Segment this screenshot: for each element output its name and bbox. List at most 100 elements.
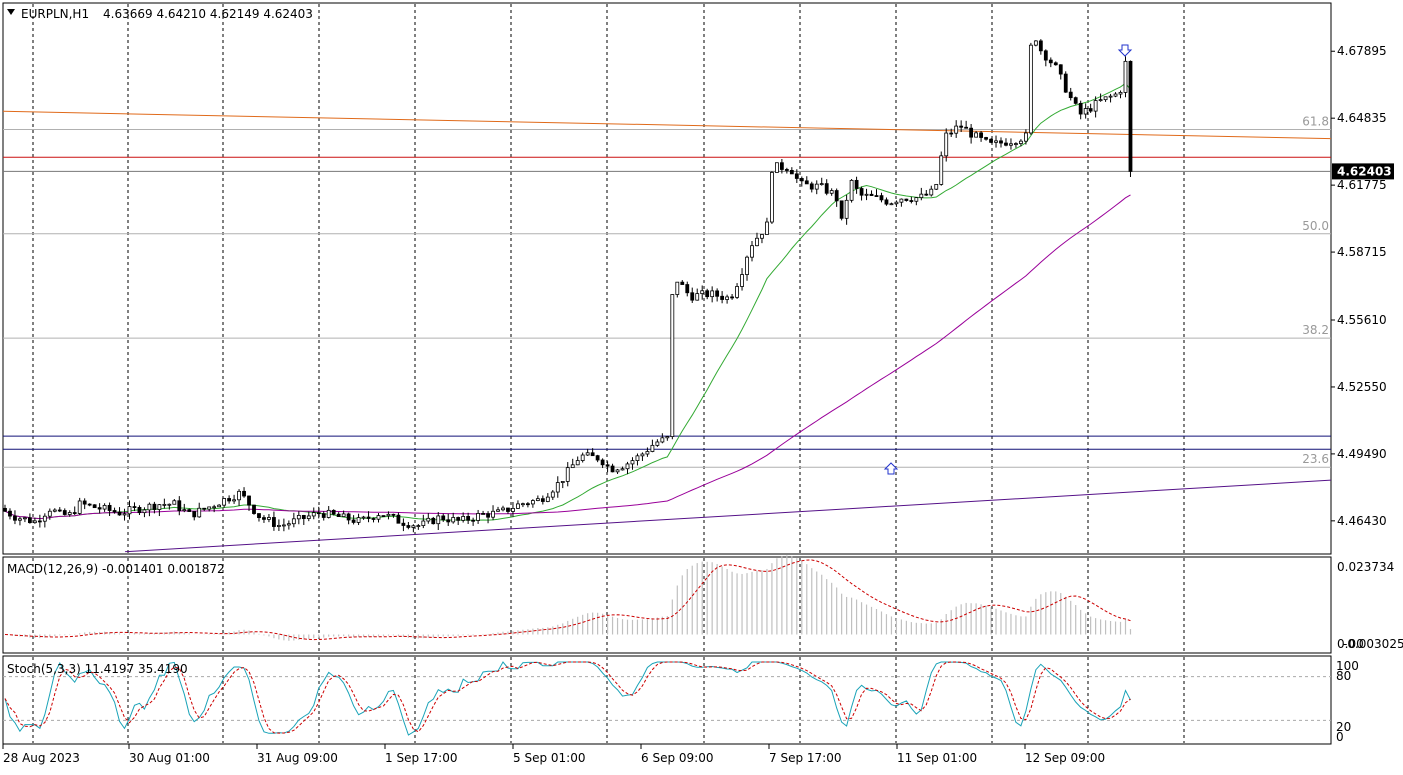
candle-body bbox=[824, 183, 829, 194]
candle-body bbox=[620, 468, 625, 471]
candle-body bbox=[939, 155, 944, 185]
candle-body bbox=[207, 506, 212, 510]
candle-body bbox=[740, 274, 744, 287]
candle-body bbox=[575, 460, 580, 466]
candle-body bbox=[725, 296, 729, 300]
price-axis: 4.67895 4.64835 4.61775 4.58715 4.55610 4.525… bbox=[1331, 44, 1403, 744]
candle-body bbox=[496, 509, 500, 512]
candle-body bbox=[605, 464, 610, 467]
candle-body bbox=[132, 506, 137, 508]
candle-body bbox=[406, 525, 411, 528]
candle-body bbox=[192, 511, 197, 518]
candle-body bbox=[476, 513, 481, 521]
candle-body bbox=[610, 465, 615, 473]
candle-body bbox=[456, 517, 461, 521]
candle-body bbox=[844, 199, 849, 219]
candle-body bbox=[52, 509, 57, 512]
candle-body bbox=[685, 284, 690, 294]
candle-body bbox=[770, 172, 774, 223]
candle-body bbox=[316, 512, 321, 515]
candle-body bbox=[167, 503, 172, 506]
macd-axis-bottom: -0.003025 bbox=[1343, 637, 1403, 651]
candle-body bbox=[944, 132, 949, 157]
price-tick-label: 4.52550 bbox=[1337, 380, 1387, 394]
ohlc-label: 4.63669 4.64210 4.62149 4.62403 bbox=[103, 7, 313, 21]
stoch-axis-label: 80 bbox=[1336, 669, 1351, 683]
candle-body bbox=[884, 199, 889, 205]
candle-body bbox=[311, 512, 316, 517]
candle-body bbox=[511, 508, 515, 512]
candle-body bbox=[750, 245, 754, 258]
support-trendline bbox=[124, 479, 1332, 553]
price-tick-label: 4.49490 bbox=[1337, 447, 1387, 461]
candle-body bbox=[530, 500, 535, 505]
candle-body bbox=[471, 519, 476, 522]
candle-body bbox=[710, 290, 715, 298]
candle-body bbox=[984, 137, 988, 140]
candle-body bbox=[97, 507, 102, 510]
candle-body bbox=[974, 132, 978, 138]
candle-body bbox=[77, 500, 82, 514]
candle-body bbox=[117, 511, 122, 516]
candle-body bbox=[660, 437, 665, 443]
candle-body bbox=[640, 453, 645, 457]
candle-body bbox=[366, 516, 371, 519]
candle-body bbox=[3, 507, 7, 512]
candle-body bbox=[730, 296, 734, 299]
macd-label: MACD(12,26,9) -0.001401 0.001872 bbox=[7, 562, 225, 576]
candles bbox=[3, 39, 1133, 533]
stoch-axis-label: 20 bbox=[1336, 720, 1351, 734]
price-tick-label: 4.58715 bbox=[1337, 245, 1387, 259]
stoch-axis-label: 0 bbox=[1336, 730, 1344, 744]
candle-body bbox=[351, 519, 356, 523]
candle-body bbox=[854, 179, 859, 189]
current-price-box bbox=[1332, 163, 1394, 180]
candle-body bbox=[142, 509, 147, 514]
candle-body bbox=[13, 515, 17, 521]
macd-axis-top: 0.023734 bbox=[1337, 560, 1394, 574]
candle-body bbox=[615, 469, 620, 473]
candle-body bbox=[122, 513, 127, 516]
candle-body bbox=[281, 524, 286, 527]
fib-label: 50.0 bbox=[1302, 219, 1329, 233]
candle-body bbox=[501, 507, 505, 511]
candle-body bbox=[386, 513, 391, 517]
candle-body bbox=[1028, 44, 1033, 134]
candle-body bbox=[411, 525, 416, 528]
candle-body bbox=[441, 515, 446, 521]
candle-body bbox=[964, 126, 969, 129]
candle-body bbox=[1083, 108, 1088, 115]
candle-body bbox=[451, 517, 456, 523]
candle-body bbox=[152, 503, 157, 510]
candle-body bbox=[904, 198, 909, 201]
candle-body bbox=[291, 518, 296, 525]
candle-body bbox=[1048, 59, 1053, 64]
candle-body bbox=[396, 514, 401, 524]
time-label: 28 Aug 2023 bbox=[3, 751, 80, 765]
candle-body bbox=[545, 496, 550, 502]
candle-body bbox=[87, 503, 92, 506]
dropdown-triangle-icon[interactable] bbox=[7, 9, 15, 15]
candle-body bbox=[461, 516, 466, 521]
time-axis: 28 Aug 2023 30 Aug 01:00 31 Aug 09:00 1 Sep… bbox=[2, 744, 1105, 765]
candle-body bbox=[1128, 60, 1133, 172]
candle-body bbox=[969, 127, 974, 138]
candle-body bbox=[590, 452, 595, 457]
fib-label: 23.6 bbox=[1302, 452, 1329, 466]
candle-body bbox=[655, 441, 660, 446]
candle-body bbox=[695, 293, 700, 301]
candle-body bbox=[745, 256, 749, 275]
candle-body bbox=[296, 515, 301, 520]
candle-body bbox=[356, 517, 361, 523]
candle-body bbox=[267, 517, 271, 520]
candle-body bbox=[789, 170, 794, 175]
candle-body bbox=[67, 512, 72, 515]
candle-body bbox=[560, 481, 565, 483]
candle-body bbox=[814, 183, 819, 190]
candle-body bbox=[276, 525, 281, 527]
candle-body bbox=[47, 510, 52, 517]
sell-arrow-icon bbox=[1117, 44, 1133, 57]
candle-body bbox=[162, 503, 167, 506]
price-tick-label: 4.61775 bbox=[1337, 178, 1387, 192]
candle-body bbox=[237, 490, 241, 501]
